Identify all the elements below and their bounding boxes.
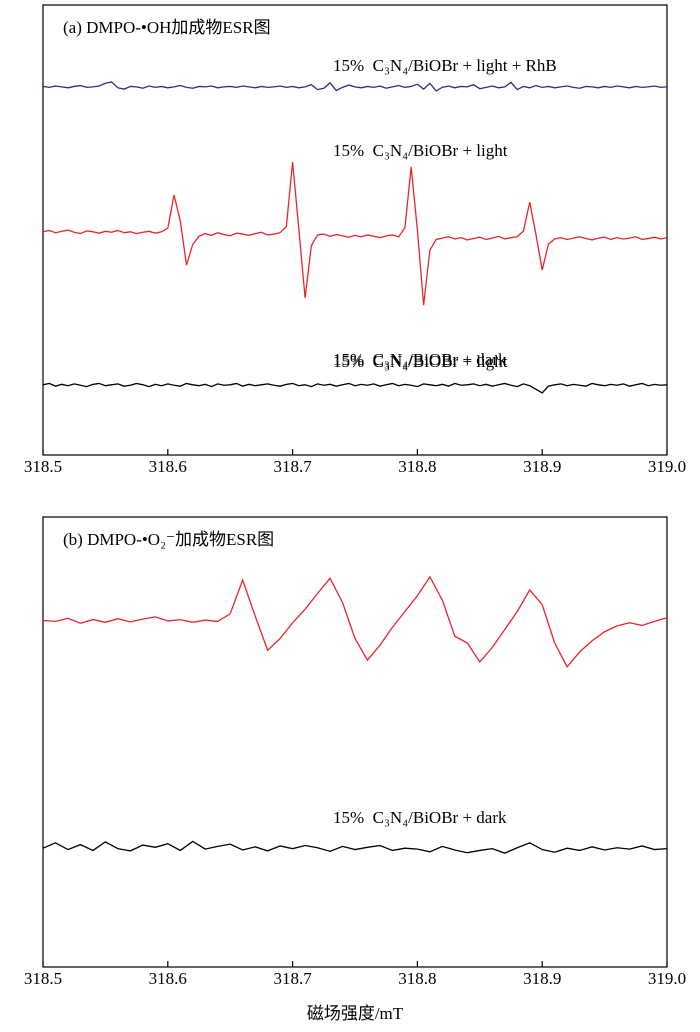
- x-tick-label: 318.9: [523, 457, 561, 476]
- chart-title: (b) DMPO-•O₂⁻加成物ESR图: [63, 530, 274, 549]
- x-axis-label: 磁场强度/mT: [307, 1004, 404, 1023]
- series-line: [42, 81, 668, 92]
- x-tick-label: 318.6: [149, 969, 187, 988]
- x-tick-label: 318.9: [523, 969, 561, 988]
- x-tick-label: 318.6: [149, 457, 187, 476]
- series-line: [42, 840, 668, 854]
- x-tick-label: 318.7: [273, 969, 312, 988]
- plot-frame: [42, 516, 668, 968]
- x-tick-label: 318.7: [273, 457, 312, 476]
- series-label: 15% C₃N₄/BiOBr + light: [333, 141, 508, 160]
- series-label: 15% C₃N₄/BiOBr + light: [333, 352, 508, 371]
- series-line: [42, 382, 668, 394]
- series-line: [42, 575, 668, 669]
- x-tick-label: 318.8: [398, 969, 436, 988]
- plot-frame: [42, 4, 668, 456]
- x-tick-label: 318.8: [398, 457, 436, 476]
- chart-title: (a) DMPO-•OH加成物ESR图: [63, 18, 271, 37]
- series-label: 15% C₃N₄/BiOBr + dark: [333, 350, 507, 369]
- x-tick-label: 319.0: [648, 969, 686, 988]
- series-line: [42, 161, 668, 306]
- x-tick-label: 318.5: [24, 969, 62, 988]
- series-label: 15% C₃N₄/BiOBr + dark: [333, 808, 507, 827]
- x-tick-label: 318.5: [24, 457, 62, 476]
- x-tick-label: 319.0: [648, 457, 686, 476]
- series-label: 15% C₃N₄/BiOBr + light + RhB: [333, 56, 557, 75]
